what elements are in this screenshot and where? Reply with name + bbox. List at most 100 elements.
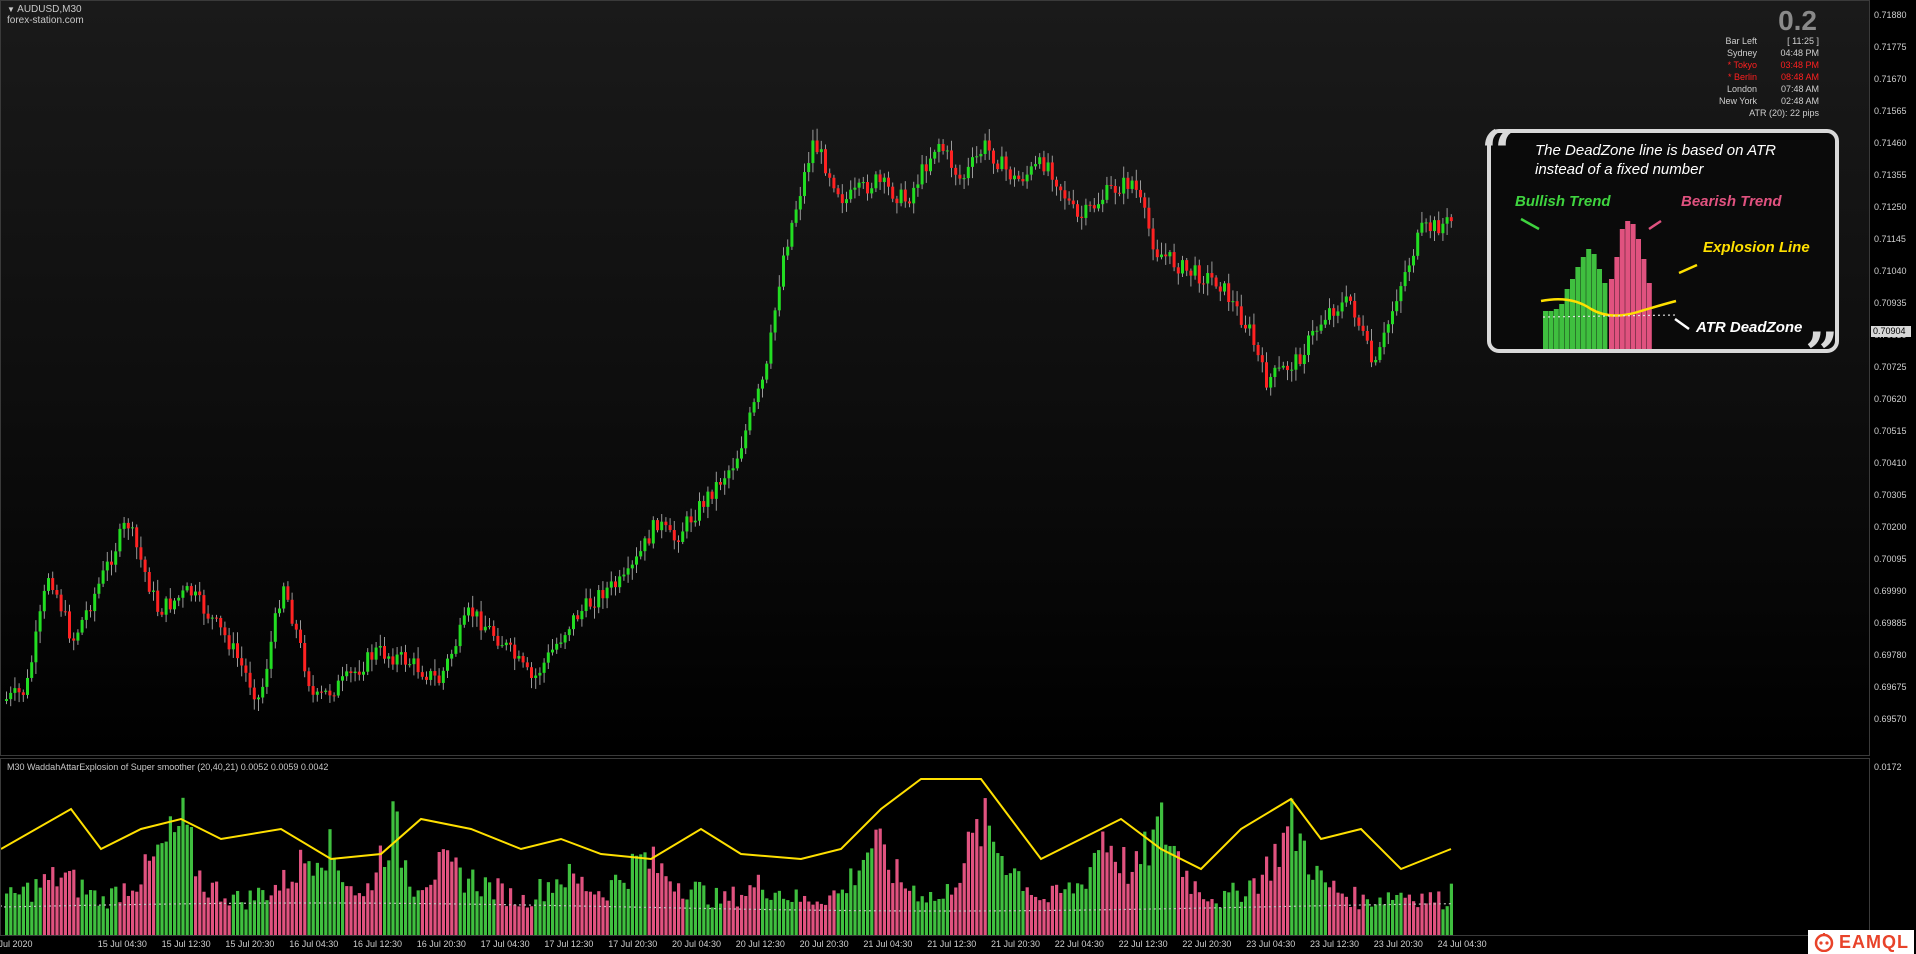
candle-body: [908, 201, 911, 204]
price-chart-pane[interactable]: ▼ AUDUSD,M30 forex-station.com 0.2 Bar L…: [0, 0, 1870, 756]
histogram-bar: [1214, 903, 1218, 935]
candle-body: [1286, 365, 1289, 371]
candle-body: [584, 598, 588, 612]
histogram-bar: [1374, 904, 1378, 935]
histogram-bar: [614, 874, 618, 935]
candle-body: [840, 194, 844, 204]
histogram-bar: [471, 869, 475, 935]
candle-body: [1298, 354, 1302, 365]
histogram-bar: [1437, 891, 1441, 935]
candle-body: [1097, 204, 1100, 209]
histogram-bar: [1004, 874, 1008, 935]
histogram-bar: [1399, 892, 1403, 935]
candle-body: [269, 641, 273, 669]
histogram-bar: [916, 901, 920, 935]
candle-body: [849, 189, 853, 200]
histogram-bar: [525, 907, 529, 935]
histogram-bar: [773, 892, 777, 935]
dropdown-triangle-icon[interactable]: ▼: [7, 5, 15, 14]
histogram-bar: [1433, 902, 1437, 935]
candle-body: [630, 564, 634, 569]
candle-body: [160, 611, 164, 615]
candle-body: [320, 691, 323, 693]
histogram-bar: [987, 825, 991, 935]
histogram-bar: [1206, 901, 1210, 935]
histogram-bar: [429, 884, 433, 935]
candle-body: [794, 209, 798, 223]
candle-body: [1433, 220, 1436, 232]
histogram-bar: [1008, 873, 1012, 935]
price-tick-label: 0.69990: [1874, 586, 1907, 596]
candle-body: [185, 586, 189, 591]
histogram-bar: [1067, 882, 1071, 935]
candle-body: [1416, 232, 1420, 256]
histogram-bar: [1328, 887, 1332, 935]
histogram-bar: [1197, 892, 1201, 935]
histogram-bar: [706, 904, 710, 935]
candle-body: [454, 646, 458, 654]
candle-body: [17, 688, 21, 693]
candle-body: [51, 578, 55, 590]
candle-body: [1008, 169, 1012, 180]
histogram-bar: [580, 876, 584, 935]
histogram-bar: [845, 893, 849, 935]
price-tick-label: 0.70095: [1874, 554, 1907, 564]
candle-body: [55, 589, 59, 595]
candle-body: [681, 531, 685, 542]
histogram-bar: [1336, 892, 1340, 935]
histogram-bar: [1218, 907, 1222, 935]
candle-body: [1025, 174, 1029, 182]
histogram-bar: [1134, 851, 1138, 935]
candle-body: [181, 590, 185, 598]
spread-value: 0.2: [1778, 5, 1817, 36]
histogram-bar: [1080, 884, 1084, 935]
histogram-bar: [80, 879, 84, 935]
histogram-bar: [941, 898, 945, 935]
candle-body: [168, 598, 172, 610]
histogram-bar: [30, 901, 34, 935]
histogram-bar: [714, 887, 718, 935]
candlestick-series: [5, 128, 1453, 712]
histogram-bar: [51, 867, 55, 935]
histogram-bar: [223, 898, 227, 935]
histogram-bar: [1071, 893, 1075, 935]
histogram-bar: [849, 868, 853, 935]
candle-body: [399, 652, 403, 655]
price-axis[interactable]: 0.71880 0.71775 0.71670 0.71565 0.71460 0.713…: [1870, 0, 1916, 936]
candle-body: [1231, 301, 1235, 303]
price-tick-label: 0.70200: [1874, 522, 1907, 532]
candle-body: [147, 572, 151, 592]
candle-body: [1000, 156, 1004, 170]
histogram-bar: [437, 851, 441, 935]
indicator-pane[interactable]: M30 WaddahAttarExplosion of Super smooth…: [0, 758, 1870, 936]
candle-body: [525, 662, 529, 668]
histogram-bar: [1013, 868, 1017, 935]
candle-body: [1420, 222, 1424, 233]
histogram-bar: [635, 855, 639, 935]
candle-body: [1189, 270, 1193, 276]
candle-body: [378, 646, 382, 648]
histogram-bar: [1185, 870, 1189, 935]
histogram-bar: [1000, 856, 1004, 935]
histogram-bar: [1227, 892, 1231, 935]
candle-body: [803, 172, 806, 197]
histogram-bar: [513, 904, 517, 935]
candle-body: [101, 570, 105, 584]
histogram-bar: [979, 846, 983, 935]
histogram-bar: [1101, 831, 1105, 935]
candle-body: [1424, 222, 1428, 224]
histogram-bar: [219, 901, 223, 935]
candle-body: [500, 645, 504, 647]
histogram-bar: [320, 867, 324, 935]
histogram-bar: [920, 896, 924, 935]
bullish-arrow-icon: [1520, 217, 1540, 231]
histogram-bar: [1344, 896, 1348, 935]
price-tick-label: 0.71250: [1874, 202, 1907, 212]
histogram-bar: [1428, 892, 1432, 935]
histogram-bar: [68, 871, 72, 935]
histogram-bar: [601, 897, 605, 935]
histogram-bar: [815, 901, 819, 935]
mini-bull-bar: [1570, 279, 1575, 349]
candle-body: [1067, 198, 1071, 201]
